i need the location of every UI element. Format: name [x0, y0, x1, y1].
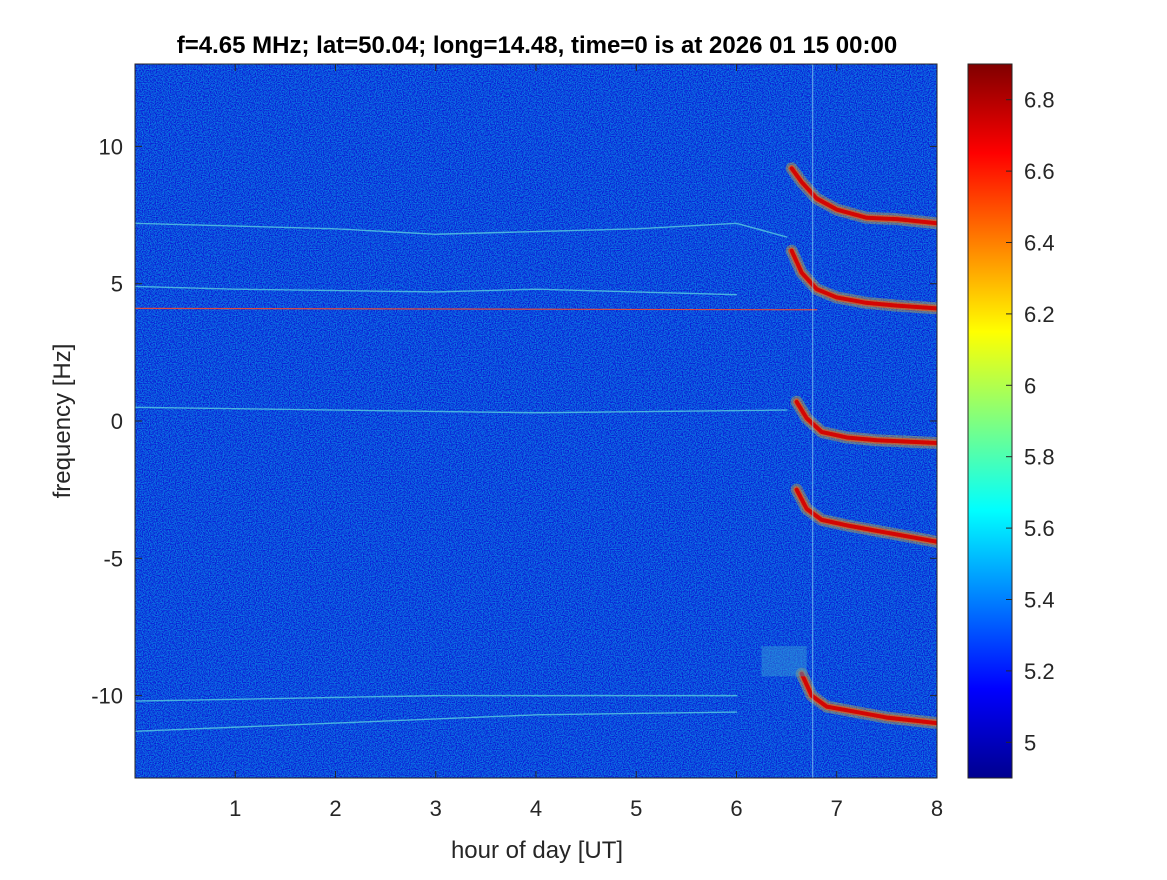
y-tick-label: 10	[99, 134, 123, 159]
colorbar-tick-label: 6.2	[1024, 302, 1055, 327]
y-tick-label: -5	[103, 546, 123, 571]
signal-trace	[789, 248, 937, 311]
signal-trace	[789, 166, 937, 226]
x-tick-label: 4	[530, 796, 542, 821]
chart-title: f=4.65 MHz; lat=50.04; long=14.48, time=…	[177, 32, 897, 59]
colorbar-ticks: 6.8 6.6 6.4 6.2 6 5.8 5.6 5.4 5.2 5	[1006, 88, 1055, 755]
colorbar-tick-label: 5.4	[1024, 588, 1055, 613]
colorbar-tick-label: 6.4	[1024, 231, 1055, 256]
colorbar-tick-label: 5.2	[1024, 659, 1055, 684]
x-axis-label: hour of day [UT]	[451, 837, 623, 864]
signal-patch	[761, 646, 807, 677]
x-tick-label: 2	[329, 796, 341, 821]
signal-trace	[794, 399, 937, 445]
colorbar-tick-label: 5.6	[1024, 516, 1055, 541]
signal-trace	[794, 487, 937, 544]
y-axis-label: frequency [Hz]	[49, 344, 76, 499]
colorbar-tick-label: 6.6	[1024, 159, 1055, 184]
faint-trace	[135, 285, 738, 296]
x-tick-label: 1	[229, 796, 241, 821]
x-tick-label: 6	[730, 796, 742, 821]
faint-trace	[135, 307, 818, 311]
signal-traces	[135, 64, 937, 778]
colorbar-tick-label: 5	[1024, 730, 1036, 755]
x-tick-label: 5	[630, 796, 642, 821]
colorbar	[967, 63, 1013, 779]
y-tick-label: 5	[111, 272, 123, 297]
x-tick-label: 8	[931, 796, 943, 821]
y-axis-ticks: 10 5 0 -5 -10	[91, 134, 937, 709]
faint-trace	[135, 406, 788, 414]
colorbar-tick-label: 6	[1024, 373, 1036, 398]
colorbar-tick-label: 5.8	[1024, 445, 1055, 470]
x-axis-ticks: 1 2 3 4 5 6 7 8	[229, 64, 943, 821]
colorbar-tick-label: 6.8	[1024, 88, 1055, 113]
signal-trace	[799, 671, 937, 726]
faint-trace	[135, 222, 788, 238]
y-tick-label: 0	[111, 409, 123, 434]
y-tick-label: -10	[91, 684, 123, 709]
x-tick-label: 7	[831, 796, 843, 821]
x-tick-label: 3	[430, 796, 442, 821]
faint-trace	[135, 711, 738, 733]
faint-trace	[135, 694, 738, 702]
plot-area	[135, 64, 937, 778]
